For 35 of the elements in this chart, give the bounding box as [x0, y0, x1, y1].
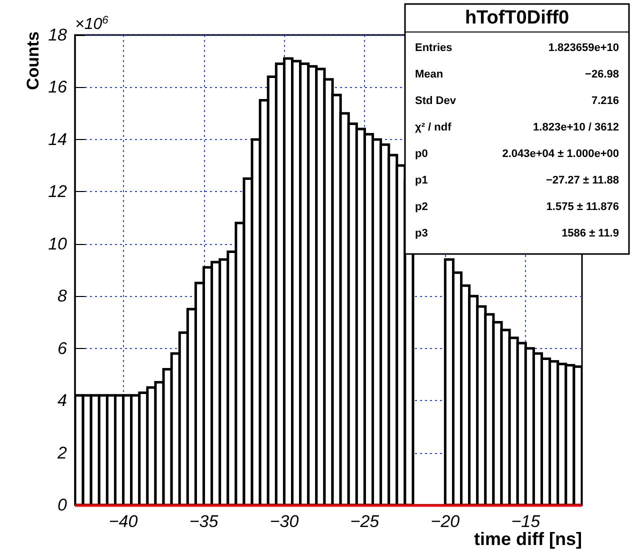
annotation: Mean — [415, 68, 444, 80]
annotation: Std Dev — [415, 95, 457, 107]
annotation: 2.043e+04 ± 1.000e+00 — [502, 148, 619, 160]
y-tick-label: 18 — [48, 26, 68, 44]
annotation: p0 — [415, 148, 428, 160]
x-tick-label: −40 — [108, 512, 138, 531]
text: 7.216 — [591, 95, 619, 107]
chart-title: hTofT0Diff0 — [464, 8, 570, 28]
y-tick-label: 14 — [48, 130, 67, 149]
y-tick-label: 8 — [58, 286, 68, 306]
x-tick-label: −20 — [430, 512, 460, 531]
x-tick-label: −30 — [270, 512, 300, 531]
y-tick-label: 6 — [58, 338, 68, 358]
annotation: 1.823e+10 / 3612 — [533, 122, 619, 134]
text: −26.98 — [585, 68, 619, 80]
y-axis-title: Counts — [24, 31, 42, 90]
y-tick-label: 4 — [58, 391, 67, 410]
x-axis-title: time diff [ns] — [474, 529, 582, 549]
x-tick-label: −15 — [511, 512, 541, 531]
annotation: 1.575 ± 11.876 — [546, 201, 619, 213]
y-tick-label: 10 — [48, 234, 68, 254]
y-tick-label: 12 — [48, 182, 68, 202]
y-tick-label: 16 — [48, 78, 68, 97]
annotation: p1 — [415, 174, 428, 186]
annotation: −27.27 ± 11.88 — [546, 174, 619, 186]
annotation: 1586 ± 11.9 — [562, 228, 619, 240]
y-tick-label: 2 — [56, 443, 68, 462]
annotation: 1.823659e+10 — [548, 42, 619, 54]
y-tick-label: 0 — [58, 496, 68, 514]
annotation: χ² / ndf — [415, 122, 452, 134]
annotation: p2 — [415, 201, 428, 213]
x-tick-label: −35 — [189, 512, 219, 531]
annotation: p3 — [415, 228, 428, 240]
annotation: Entries — [415, 42, 452, 54]
x-tick-label: −25 — [350, 512, 380, 531]
